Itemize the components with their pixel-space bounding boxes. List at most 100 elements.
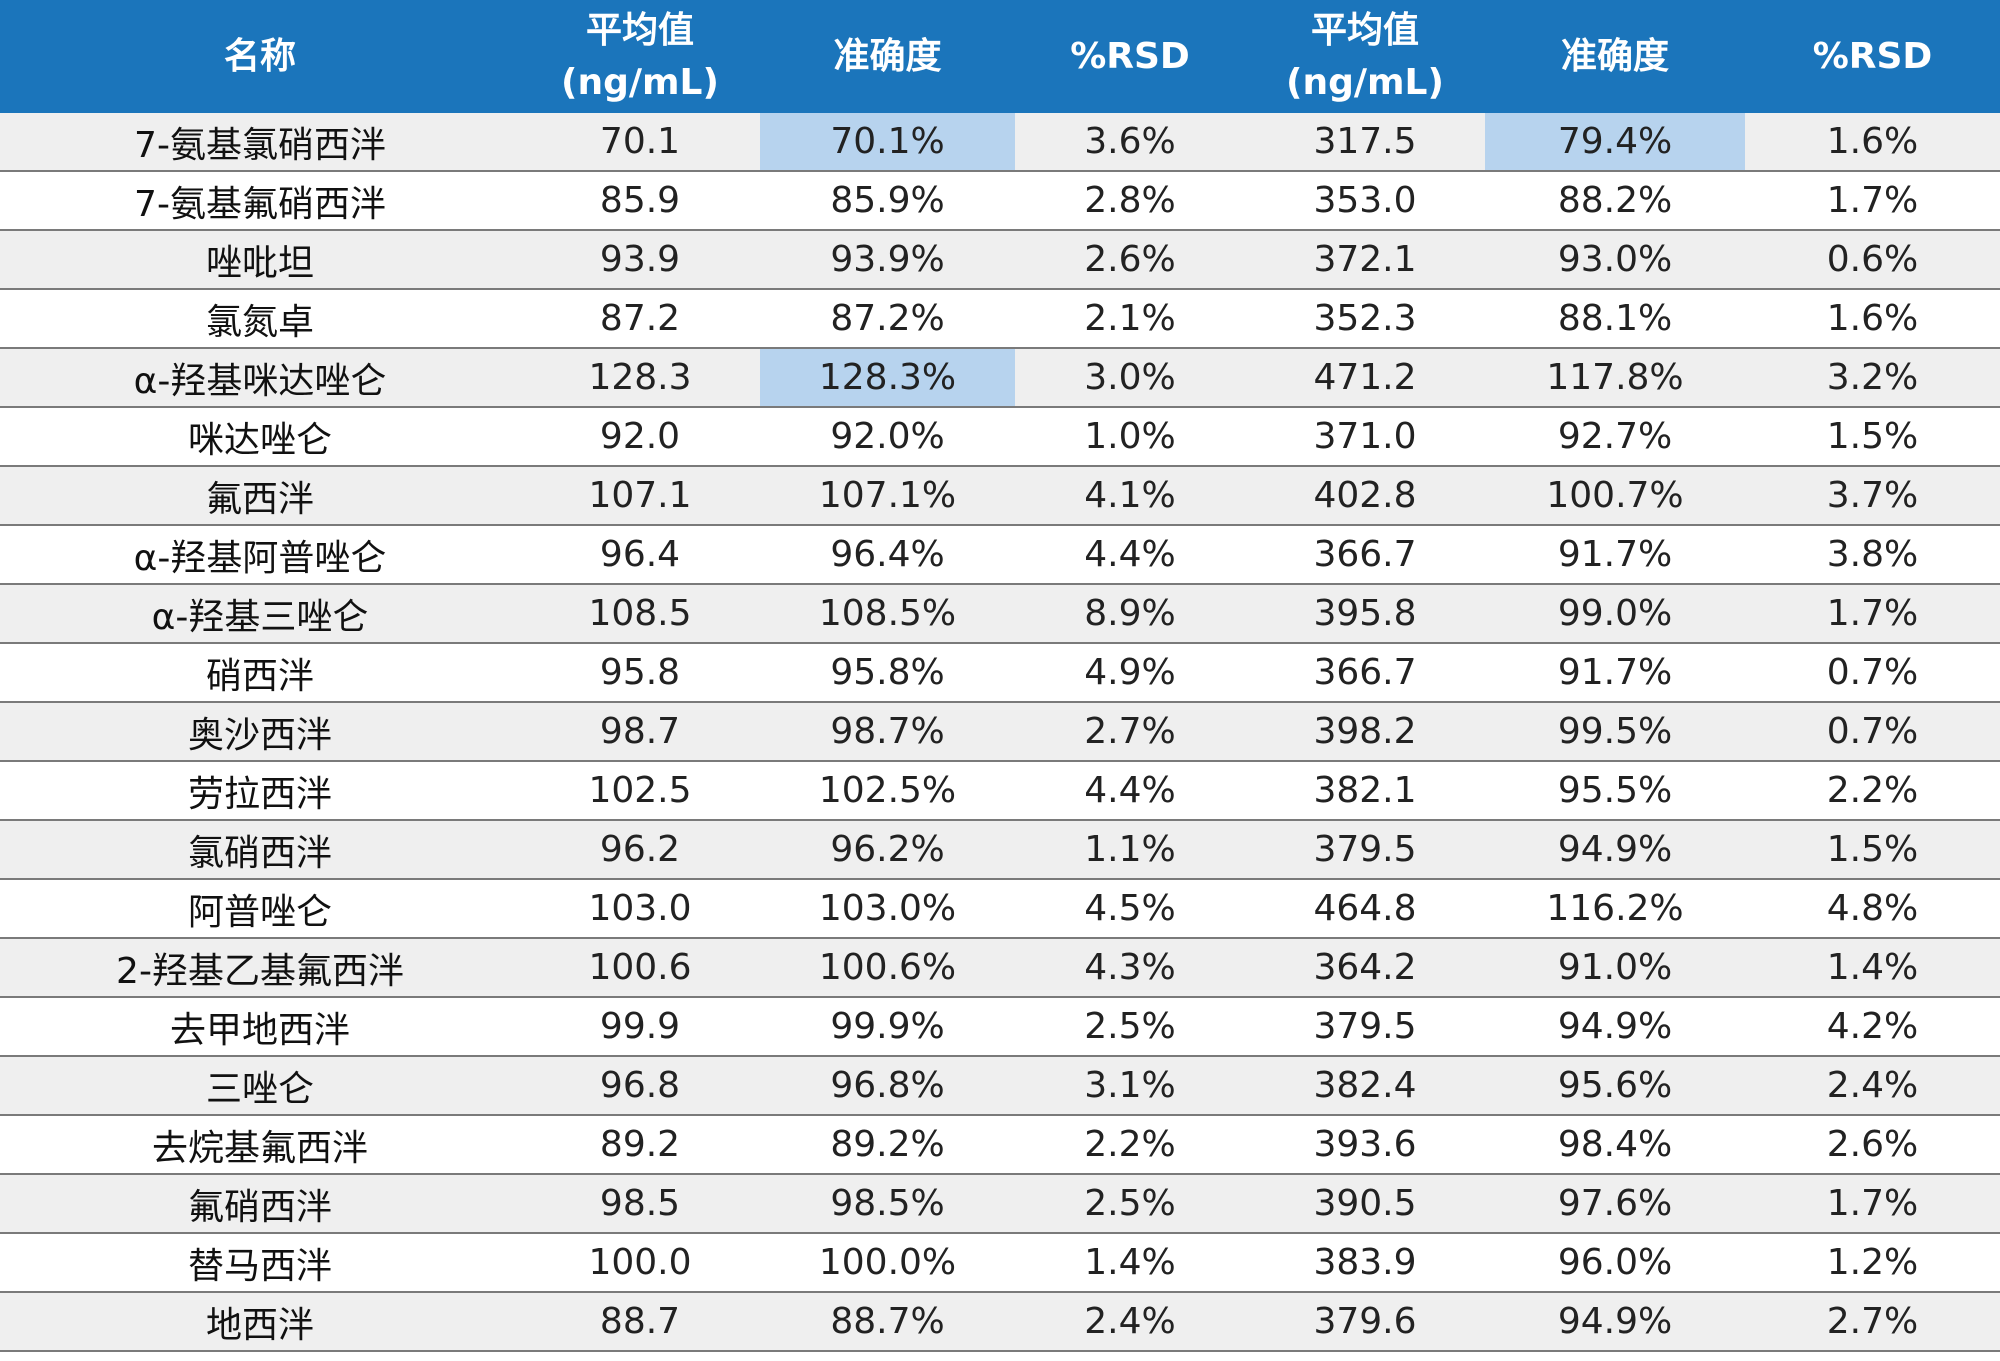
compound-name-cell: 阿普唑仑 — [0, 879, 520, 939]
accuracy-cell: 100.0% — [760, 1233, 1015, 1293]
rsd-cell: 1.5% — [1745, 407, 2000, 467]
accuracy-cell: 95.6% — [1485, 1056, 1745, 1116]
table-row: 7-氨基氟硝西泮 85.9 85.9% 2.8% 353.0 88.2% 1.7% — [0, 171, 2000, 231]
accuracy-cell: 85.9% — [760, 171, 1015, 231]
table-row: 咪达唑仑 92.0 92.0% 1.0% 371.0 92.7% 1.5% — [0, 407, 2000, 467]
accuracy-cell: 100.6% — [760, 938, 1015, 998]
compound-name-cell: 地西泮 — [0, 1292, 520, 1352]
accuracy-cell: 117.8% — [1485, 348, 1745, 408]
rsd-cell: 3.1% — [1015, 1056, 1245, 1116]
compound-name-cell: α-羟基咪达唑仑 — [0, 348, 520, 408]
header-text: %RSD — [1070, 35, 1190, 77]
compound-name-cell: 三唑仑 — [0, 1056, 520, 1116]
accuracy-cell: 99.9% — [760, 997, 1015, 1057]
rsd-cell: 1.0% — [1015, 407, 1245, 467]
header-text: 准确度 — [1560, 35, 1669, 77]
compound-name-cell: 替马西泮 — [0, 1233, 520, 1293]
accuracy-cell: 88.1% — [1485, 289, 1745, 349]
header-text: %RSD — [1812, 35, 1933, 77]
accuracy-cell: 89.2% — [760, 1115, 1015, 1175]
mean-cell: 70.1 — [520, 113, 760, 172]
header-row: 名称 平均值 (ng/mL) 准确度 %RSD 平均值 (ng/mL) 准确度 %RSD — [0, 0, 2000, 113]
mean-cell: 395.8 — [1245, 584, 1485, 644]
mean-cell: 107.1 — [520, 466, 760, 526]
rsd-cell: 2.4% — [1015, 1292, 1245, 1352]
rsd-cell: 4.4% — [1015, 761, 1245, 821]
mean-cell: 103.0 — [520, 879, 760, 939]
mean-cell: 93.9 — [520, 230, 760, 290]
rsd-cell: 1.1% — [1015, 820, 1245, 880]
rsd-cell: 1.7% — [1745, 1174, 2000, 1234]
table-row: 唑吡坦 93.9 93.9% 2.6% 372.1 93.0% 0.6% — [0, 230, 2000, 290]
rsd-cell: 2.6% — [1015, 230, 1245, 290]
accuracy-cell: 108.5% — [760, 584, 1015, 644]
mean-cell: 108.5 — [520, 584, 760, 644]
mean-cell: 100.0 — [520, 1233, 760, 1293]
table-row: 三唑仑 96.8 96.8% 3.1% 382.4 95.6% 2.4% — [0, 1056, 2000, 1116]
table-row: 劳拉西泮 102.5 102.5% 4.4% 382.1 95.5% 2.2% — [0, 761, 2000, 821]
table-row: 地西泮 88.7 88.7% 2.4% 379.6 94.9% 2.7% — [0, 1292, 2000, 1352]
mean-cell: 96.4 — [520, 525, 760, 585]
accuracy-cell: 116.2% — [1485, 879, 1745, 939]
rsd-cell: 3.6% — [1015, 113, 1245, 172]
accuracy-cell: 79.4% — [1485, 113, 1745, 172]
header-text: 平均值 — [1310, 9, 1419, 51]
rsd-cell: 4.4% — [1015, 525, 1245, 585]
mean-cell: 89.2 — [520, 1115, 760, 1175]
accuracy-cell: 107.1% — [760, 466, 1015, 526]
table-row: 替马西泮 100.0 100.0% 1.4% 383.9 96.0% 1.2% — [0, 1233, 2000, 1293]
mean-cell: 382.1 — [1245, 761, 1485, 821]
table-row: α-羟基三唑仑 108.5 108.5% 8.9% 395.8 99.0% 1.7% — [0, 584, 2000, 644]
table-body: 7-氨基氯硝西泮 70.1 70.1% 3.6% 317.5 79.4% 1.6% 7-氨基氟… — [0, 113, 2000, 1352]
mean-cell: 364.2 — [1245, 938, 1485, 998]
header-mean-2: 平均值 (ng/mL) — [1245, 0, 1485, 113]
rsd-cell: 4.5% — [1015, 879, 1245, 939]
compound-name-cell: 7-氨基氯硝西泮 — [0, 113, 520, 172]
accuracy-cell: 87.2% — [760, 289, 1015, 349]
mean-cell: 88.7 — [520, 1292, 760, 1352]
accuracy-cell: 98.7% — [760, 702, 1015, 762]
rsd-cell: 4.3% — [1015, 938, 1245, 998]
accuracy-cell: 102.5% — [760, 761, 1015, 821]
header-text: (ng/mL) — [1286, 61, 1444, 103]
rsd-cell: 2.6% — [1745, 1115, 2000, 1175]
mean-cell: 379.6 — [1245, 1292, 1485, 1352]
mean-cell: 100.6 — [520, 938, 760, 998]
rsd-cell: 1.4% — [1745, 938, 2000, 998]
rsd-cell: 4.1% — [1015, 466, 1245, 526]
rsd-cell: 1.2% — [1745, 1233, 2000, 1293]
header-name: 名称 — [0, 0, 520, 113]
accuracy-cell: 91.0% — [1485, 938, 1745, 998]
accuracy-cell: 70.1% — [760, 113, 1015, 172]
table-row: 7-氨基氯硝西泮 70.1 70.1% 3.6% 317.5 79.4% 1.6% — [0, 113, 2000, 172]
table-row: 去烷基氟西泮 89.2 89.2% 2.2% 393.6 98.4% 2.6% — [0, 1115, 2000, 1175]
header-accuracy-2: 准确度 — [1485, 0, 1745, 113]
accuracy-cell: 100.7% — [1485, 466, 1745, 526]
accuracy-cell: 128.3% — [760, 348, 1015, 408]
mean-cell: 379.5 — [1245, 997, 1485, 1057]
accuracy-cell: 97.6% — [1485, 1174, 1745, 1234]
rsd-cell: 3.7% — [1745, 466, 2000, 526]
rsd-cell: 2.7% — [1015, 702, 1245, 762]
mean-cell: 102.5 — [520, 761, 760, 821]
accuracy-cell: 96.4% — [760, 525, 1015, 585]
mean-cell: 398.2 — [1245, 702, 1485, 762]
compound-name-cell: 劳拉西泮 — [0, 761, 520, 821]
header-text: 名称 — [223, 35, 296, 77]
mean-cell: 95.8 — [520, 643, 760, 703]
rsd-cell: 0.7% — [1745, 702, 2000, 762]
mean-cell: 366.7 — [1245, 643, 1485, 703]
accuracy-cell: 92.7% — [1485, 407, 1745, 467]
rsd-cell: 4.8% — [1745, 879, 2000, 939]
rsd-cell: 4.2% — [1745, 997, 2000, 1057]
accuracy-cell: 98.5% — [760, 1174, 1015, 1234]
header-mean-1: 平均值 (ng/mL) — [520, 0, 760, 113]
compound-name-cell: 去甲地西泮 — [0, 997, 520, 1057]
rsd-cell: 2.7% — [1745, 1292, 2000, 1352]
accuracy-cell: 99.5% — [1485, 702, 1745, 762]
table-row: 氟硝西泮 98.5 98.5% 2.5% 390.5 97.6% 1.7% — [0, 1174, 2000, 1234]
rsd-cell: 4.9% — [1015, 643, 1245, 703]
rsd-cell: 1.6% — [1745, 113, 2000, 172]
mean-cell: 372.1 — [1245, 230, 1485, 290]
accuracy-cell: 94.9% — [1485, 1292, 1745, 1352]
